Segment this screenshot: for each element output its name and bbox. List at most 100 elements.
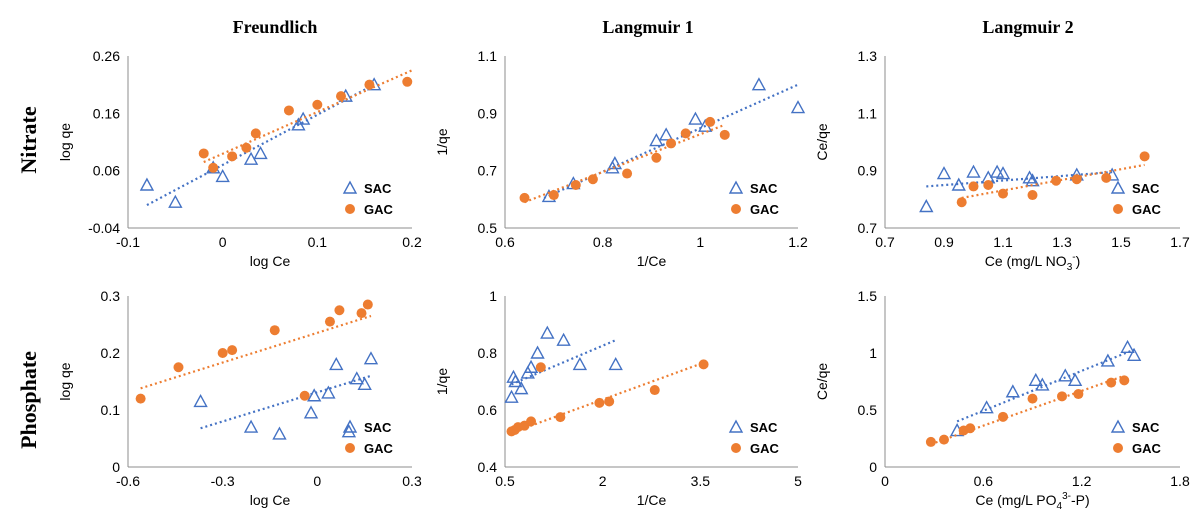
row-title-nitrate: Nitrate: [16, 106, 41, 173]
sac-point: [363, 351, 379, 365]
sac-point: [1028, 372, 1043, 387]
gac-point: [939, 434, 949, 445]
phosphate-langmuir1-panel: 0.5 2 3.5 5 0.4 0.6 0.8 1 1/Ce 1/qe SAC GAC: [434, 288, 802, 508]
sac-point: [979, 400, 994, 414]
y-tick-label: 0: [869, 459, 877, 475]
x-tick-label: 1.3: [1052, 234, 1072, 250]
sac-trendline: [926, 171, 1113, 188]
x-axis-title-subscript: 4: [1057, 501, 1063, 512]
gac-point: [983, 180, 994, 190]
gac-point: [1027, 393, 1038, 404]
gac-point: [548, 190, 559, 201]
sac-point: [303, 405, 319, 419]
sac-point: [951, 177, 966, 191]
gac-point: [1027, 190, 1038, 201]
y-tick-label: 1: [869, 345, 877, 361]
x-tick-label: 0: [313, 473, 321, 489]
gac-point: [1073, 389, 1084, 400]
gac-point: [956, 197, 967, 208]
x-axis-title-text: log Ce: [250, 492, 291, 508]
gac-point: [698, 359, 709, 370]
sac-trendline: [146, 83, 375, 207]
y-tick-label: 0.06: [93, 163, 120, 179]
gac-point: [324, 316, 335, 327]
sac-point: [556, 332, 571, 346]
sac-point: [658, 127, 674, 141]
sac-point: [306, 388, 322, 402]
sac-trendline: [511, 339, 617, 386]
gac-point: [649, 385, 660, 396]
sac-point: [607, 156, 623, 170]
y-tick-label: 0.7: [858, 220, 878, 236]
gac-point: [1119, 375, 1130, 386]
sac-point: [1022, 170, 1037, 184]
gac-point: [241, 142, 252, 153]
x-axis-title-text: Ce (mg/L NO: [985, 253, 1067, 269]
column-title-langmuir-1: Langmuir 1: [602, 17, 693, 37]
legend-gac-marker: [1113, 443, 1123, 453]
gac-point: [173, 362, 184, 373]
y-axis-title: Ce/qe: [814, 363, 830, 401]
sac-point: [215, 168, 230, 183]
y-tick-label: 0.2: [101, 345, 121, 361]
gac-point: [519, 192, 530, 203]
y-tick-label: 0.26: [93, 48, 120, 64]
sac-point: [530, 345, 545, 359]
legend-sac-marker: [728, 180, 744, 194]
x-tick-label: -0.6: [116, 473, 140, 489]
y-tick-label: 0.9: [478, 105, 498, 121]
sac-point: [523, 359, 539, 373]
phosphate-langmuir2-panel: 0 0.6 1.2 1.8 0 0.5 1 1.5 Ce (mg/L PO43--P) Ce/qe…: [814, 288, 1190, 512]
gac-point: [570, 180, 581, 190]
gac-point: [998, 411, 1008, 422]
y-tick-label: 1.3: [858, 48, 878, 64]
y-tick-label: 0.7: [478, 163, 498, 179]
gac-point: [283, 105, 294, 116]
gac-point: [587, 174, 598, 185]
legend-sac-marker: [1110, 180, 1126, 194]
legend-sac-marker: [1110, 419, 1126, 433]
sac-point: [1067, 372, 1083, 387]
x-axis-title: Ce (mg/L NO3-): [985, 252, 1081, 273]
x-tick-label: 0.8: [593, 234, 613, 250]
legend-gac-marker: [345, 204, 355, 214]
y-tick-label: 0.5: [858, 402, 878, 418]
gac-point: [535, 362, 546, 373]
gac-point: [269, 325, 280, 336]
gac-point: [998, 188, 1008, 199]
x-tick-label: 0.5: [495, 473, 515, 489]
gac-point: [1139, 151, 1150, 162]
gac-point: [227, 345, 238, 356]
x-tick-label: 2: [599, 473, 607, 489]
gac-point: [227, 151, 238, 162]
y-tick-label: 0.3: [101, 288, 121, 304]
gac-point: [1106, 377, 1117, 388]
sac-point: [1126, 347, 1142, 361]
y-tick-label: 1.1: [858, 105, 878, 121]
x-tick-label: -0.3: [211, 473, 235, 489]
sac-point: [995, 166, 1011, 180]
gac-point: [135, 393, 146, 404]
nitrate-langmuir1-panel: 0.6 0.8 1 1.2 0.5 0.7 0.9 1.1 1/Ce 1/qe SAC GAC: [434, 48, 808, 269]
sac-point: [1005, 384, 1021, 398]
column-title-freundlich: Freundlich: [233, 17, 318, 37]
y-axis-title: 1/qe: [434, 128, 450, 155]
y-tick-label: 0.16: [93, 105, 120, 121]
y-tick-label: 0: [112, 459, 120, 475]
gac-point: [555, 412, 566, 423]
gac-point: [925, 436, 936, 447]
x-tick-label: 0: [881, 473, 889, 489]
sac-point: [572, 356, 588, 371]
sac-point: [751, 77, 767, 91]
gac-point: [719, 129, 730, 140]
row-title-phosphate: Phosphate: [16, 351, 41, 449]
y-tick-label: 1.5: [858, 288, 878, 304]
sac-point: [357, 376, 372, 391]
nitrate-freundlich-panel: -0.1 0 0.1 0.2 -0.04 0.06 0.16 0.26 log Ce log qe…: [57, 48, 422, 269]
x-tick-label: 0: [219, 234, 227, 250]
x-tick-label: 0.6: [974, 473, 994, 489]
x-axis-title-superscript: -: [1072, 252, 1075, 263]
x-axis-title-text: 1/Ce: [637, 492, 667, 508]
gac-point: [356, 308, 367, 319]
